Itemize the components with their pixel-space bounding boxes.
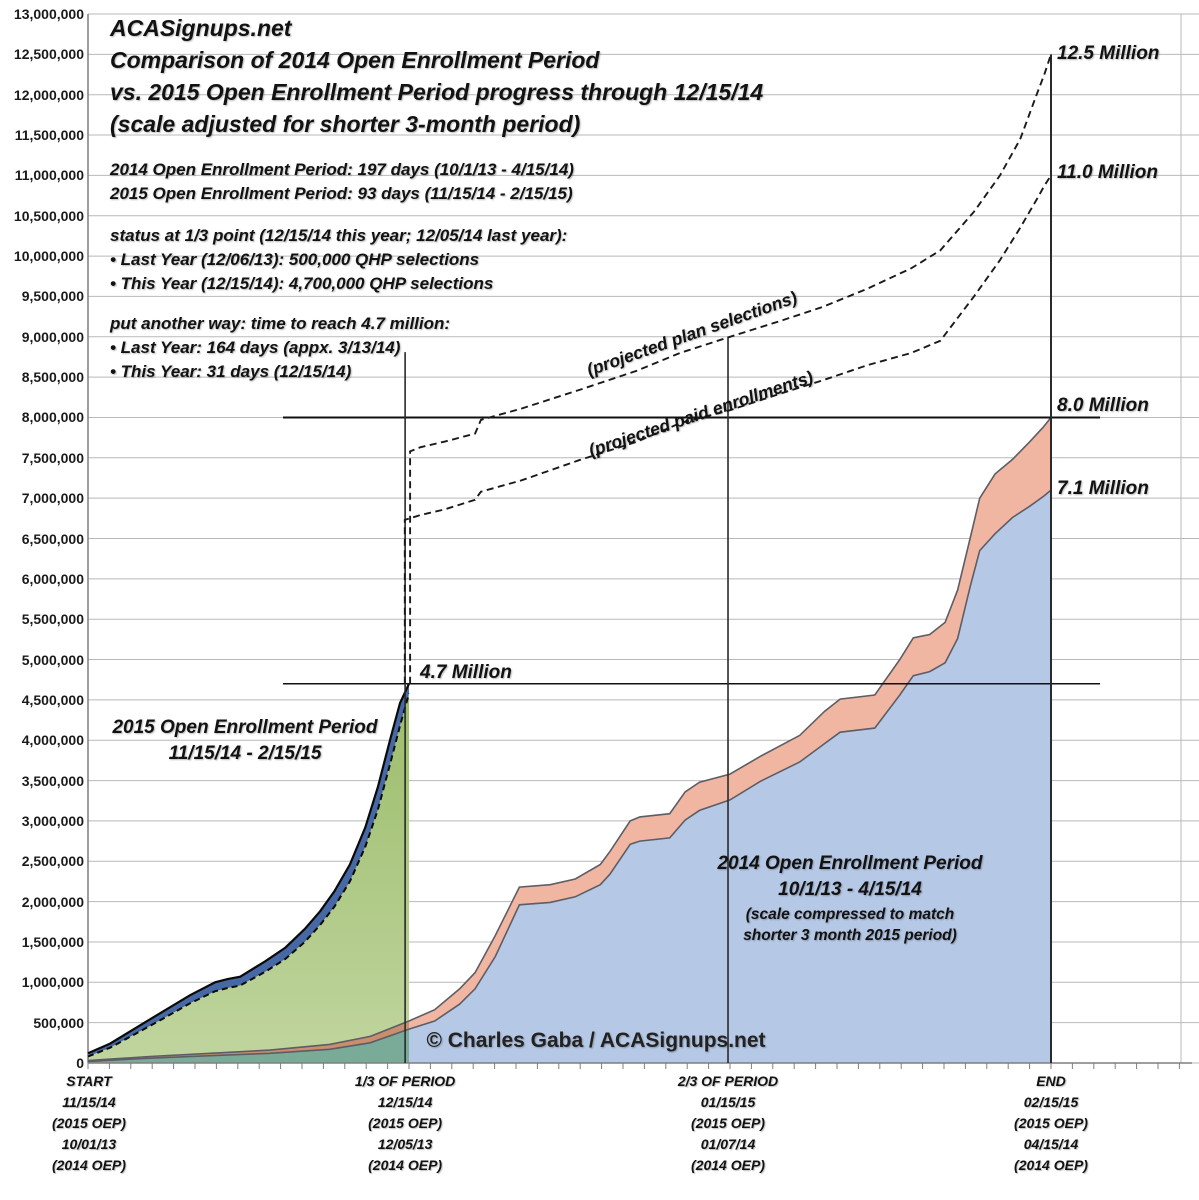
area-2014-paid (409, 490, 1051, 1064)
y-axis-tick-label: 6,500,000 (21, 530, 84, 547)
x-axis-label-group: 2/3 OF PERIOD 01/15/15 (2015 OEP) 01/07/14 (… (643, 1071, 813, 1176)
x-axis-label-line: (2014 OEP) (1014, 1157, 1088, 1173)
area-2014-paid-under-2015 (88, 1029, 409, 1063)
x-axis-label-line: 01/15/15 (700, 1094, 756, 1110)
line-2014-paid (87, 489, 1052, 1063)
line-2015-selections (87, 683, 410, 1055)
y-axis-tick-label: 10,000,000 (13, 248, 84, 265)
x-axis-label-line: (2015 OEP) (368, 1115, 443, 1131)
x-axis-label-line: END (1036, 1073, 1066, 1089)
y-axis-tick-label: 500,000 (33, 1014, 84, 1031)
title-line-1: Comparison of 2014 Open Enrollment Perio… (110, 47, 600, 73)
y-axis-tick-label: 1,000,000 (21, 974, 84, 991)
y-axis-tick-label: 11,000,000 (14, 167, 84, 184)
y-axis-tick-label: 9,000,000 (21, 328, 84, 345)
oep-2015-label-line1: 2015 Open Enrollment Period (112, 717, 378, 738)
x-axis-label-line: (2015 OEP) (1014, 1115, 1088, 1131)
y-axis-tick-label: 11,500,000 (14, 127, 84, 144)
x-axis-label-line: 1/3 OF PERIOD (354, 1073, 456, 1089)
anotherway-heading: put another way: time to reach 4.7 milli… (110, 314, 451, 333)
y-axis-tick-label: 12,500,000 (13, 46, 84, 63)
callout-7-1-million: 7.1 Million (1057, 478, 1149, 499)
status-last-year: • Last Year (12/06/13): 500,000 QHP sele… (110, 250, 480, 269)
x-axis-label-group: 1/3 OF PERIOD 12/15/14 (2015 OEP) 12/05/13 (… (320, 1071, 490, 1176)
period-info-2015: 2015 Open Enrollment Period: 93 days (11… (110, 184, 573, 203)
title-line-3: (scale adjusted for shorter 3-month peri… (110, 111, 581, 137)
x-axis-label-line: 01/07/14 (700, 1136, 756, 1152)
y-axis-tick-label: 7,000,000 (21, 490, 84, 507)
anotherway-this-year: • This Year: 31 days (12/15/14) (110, 362, 352, 381)
area-2014-unpaid-under-2015 (88, 1021, 409, 1062)
y-axis-tick-label: 8,000,000 (21, 409, 84, 426)
status-this-year: • This Year (12/15/14): 4,700,000 QHP se… (110, 274, 494, 293)
callout-4-7-million: 4.7 Million (420, 662, 512, 683)
y-axis-tick-label: 5,000,000 (21, 651, 84, 668)
x-axis-label-line: (2014 OEP) (51, 1157, 126, 1173)
y-axis-tick-label: 12,000,000 (13, 86, 84, 103)
line-2014-selections (87, 416, 1052, 1062)
period-info-2014: 2014 Open Enrollment Period: 197 days (1… (110, 160, 574, 179)
x-axis-label-line: 11/15/14 (62, 1094, 116, 1110)
y-axis-tick-label: 2,500,000 (21, 853, 84, 870)
y-axis-tick-label: 3,000,000 (21, 812, 84, 829)
x-axis-label-line: (2015 OEP) (51, 1115, 126, 1131)
y-axis-tick-label: 3,500,000 (21, 772, 84, 789)
x-axis-label-line: (2014 OEP) (691, 1157, 765, 1173)
y-axis-tick-label: 7,500,000 (21, 449, 84, 466)
status-heading: status at 1/3 point (12/15/14 this year;… (110, 226, 568, 245)
oep-2014-label-line2: 10/1/13 - 4/15/14 (778, 879, 922, 900)
site-title: ACASignups.net (110, 15, 292, 41)
y-axis-tick-label: 0 (76, 1055, 84, 1071)
line-projected-paid (403, 174, 1052, 684)
anotherway-last-year: • Last Year: 164 days (appx. 3/13/14) (110, 338, 401, 357)
x-axis-label-line: (2014 OEP) (368, 1157, 443, 1173)
y-axis-tick-label: 13,000,000 (13, 6, 84, 22)
y-axis-tick-label: 4,000,000 (21, 732, 84, 749)
area-2015-green (88, 693, 409, 1061)
y-axis-tick-label: 6,000,000 (21, 570, 84, 587)
callout-12-5-million: 12.5 Million (1057, 43, 1160, 64)
x-axis-label-line: 02/15/15 (1023, 1094, 1079, 1110)
y-axis-tick-label: 9,500,000 (21, 288, 84, 305)
x-axis-label-line: 2/3 OF PERIOD (677, 1073, 779, 1089)
title-line-2: vs. 2015 Open Enrollment Period progress… (110, 79, 764, 105)
x-axis-label-line: START (66, 1073, 112, 1089)
copyright-credit: © Charles Gaba / ACASignups.net (426, 1029, 766, 1052)
oep-2015-label-line2: 11/15/14 - 2/15/15 (168, 743, 322, 764)
x-axis-label-group: START 11/15/14 (2015 OEP) 10/01/13 (2014 OEP… (4, 1071, 174, 1176)
x-axis-label-line: 12/15/14 (377, 1094, 433, 1110)
oep-2014-label-line1: 2014 Open Enrollment Period (717, 853, 983, 874)
y-axis-tick-label: 8,500,000 (21, 369, 84, 386)
oep-2014-label-line4: shorter 3 month 2015 period) (743, 927, 957, 944)
x-axis-label-group: END 02/15/15 (2015 OEP) 04/15/14 (2014 OEP) (966, 1071, 1136, 1176)
callout-11-0-million: 11.0 Million (1057, 162, 1159, 183)
y-axis-tick-label: 5,500,000 (21, 611, 84, 628)
line-projected-selections (409, 54, 1052, 684)
y-axis-tick-label: 2,000,000 (21, 893, 84, 910)
x-axis-label-line: 04/15/14 (1023, 1136, 1079, 1152)
y-axis-tick-label: 4,500,000 (21, 691, 84, 708)
x-axis-label-line: 10/01/13 (61, 1136, 117, 1152)
x-axis-label-line: 12/05/13 (377, 1136, 433, 1152)
oep-2014-label-line3: (scale compressed to match (745, 906, 955, 923)
y-axis-tick-label: 1,500,000 (21, 933, 84, 950)
y-axis-tick-label: 10,500,000 (13, 207, 84, 224)
x-axis-label-line: (2015 OEP) (691, 1115, 765, 1131)
callout-8-0-million: 8.0 Million (1057, 395, 1149, 416)
line-2015-dashed (87, 693, 410, 1058)
